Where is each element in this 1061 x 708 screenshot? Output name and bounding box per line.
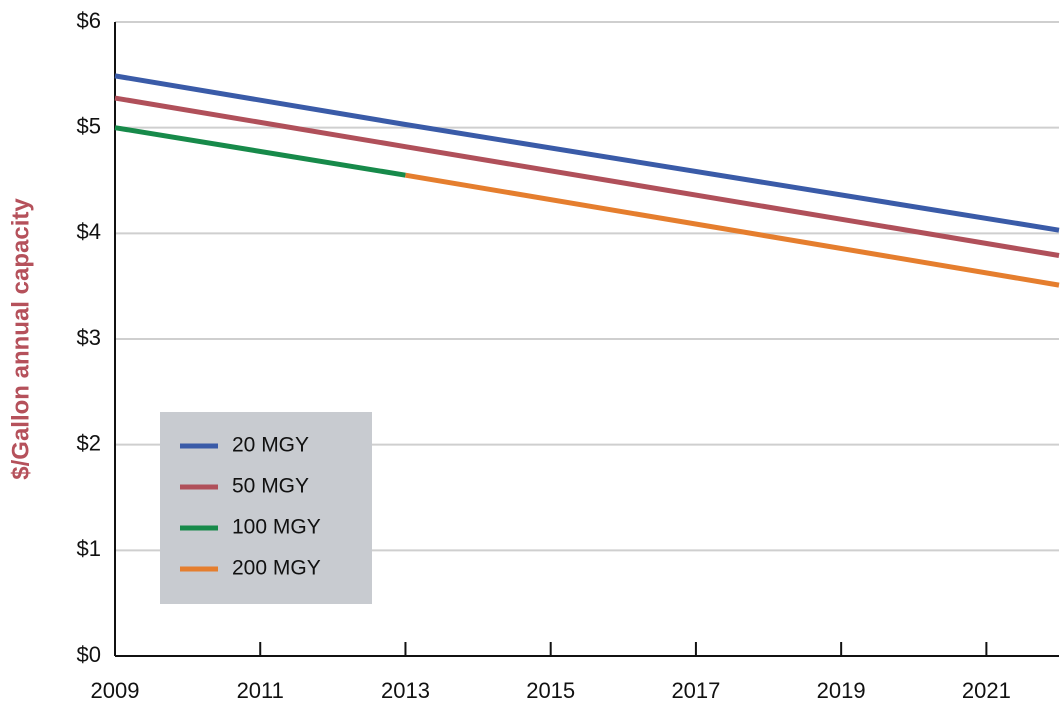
x-tick-label: 2009 bbox=[91, 678, 140, 703]
y-tick-label: $2 bbox=[77, 430, 101, 455]
y-tick-label: $5 bbox=[77, 113, 101, 138]
x-tick-label: 2011 bbox=[237, 678, 284, 703]
legend-label: 50 MGY bbox=[232, 475, 309, 498]
series-line bbox=[114, 95, 1060, 258]
x-tick-label: 2017 bbox=[671, 678, 720, 703]
series-line bbox=[405, 172, 1060, 288]
legend-label: 20 MGY bbox=[232, 434, 309, 457]
series-line bbox=[114, 125, 406, 178]
y-tick-label: $1 bbox=[77, 536, 101, 561]
x-tick-label: 2013 bbox=[381, 678, 430, 703]
y-tick-label: $0 bbox=[77, 642, 101, 667]
y-tick-label: $4 bbox=[77, 219, 101, 244]
x-tick-label: 2019 bbox=[817, 678, 866, 703]
y-tick-label: $6 bbox=[77, 8, 101, 33]
series-line bbox=[114, 73, 1060, 233]
y-tick-label: $3 bbox=[77, 325, 101, 350]
legend-label: 100 MGY bbox=[232, 516, 321, 539]
x-tick-label: 2021 bbox=[962, 678, 1011, 703]
x-tick-label: 2015 bbox=[526, 678, 575, 703]
legend-label: 200 MGY bbox=[232, 557, 321, 580]
y-axis-label: $/Gallon annual capacity bbox=[7, 198, 34, 480]
